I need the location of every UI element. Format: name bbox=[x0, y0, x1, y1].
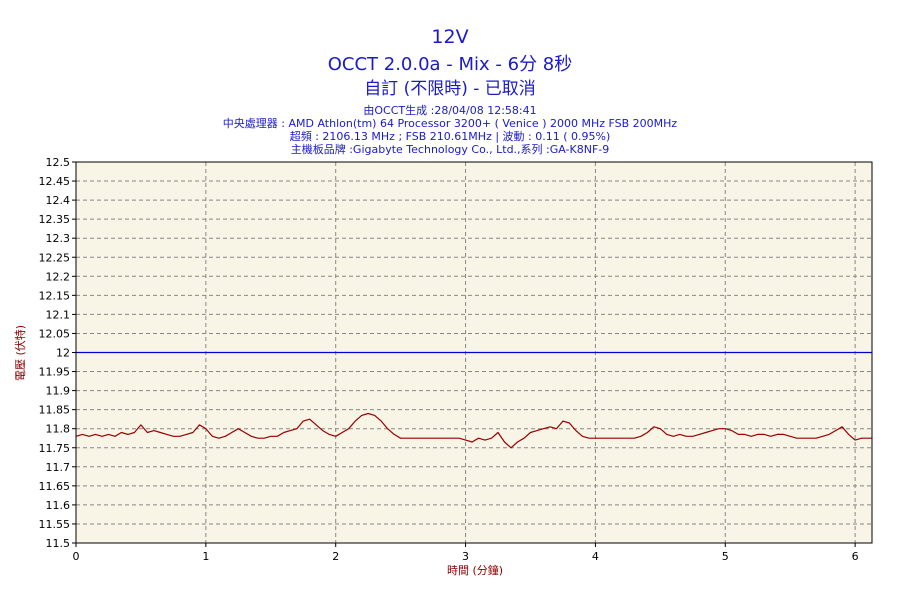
x-tick-label: 2 bbox=[332, 550, 339, 563]
x-tick-label: 1 bbox=[202, 550, 209, 563]
y-tick-label: 12.1 bbox=[46, 308, 71, 321]
y-tick-label: 12.15 bbox=[39, 289, 71, 302]
y-tick-label: 12.05 bbox=[39, 327, 71, 340]
plot-frame bbox=[75, 161, 873, 544]
y-tick-label: 12.4 bbox=[46, 194, 71, 207]
x-tick-label: 6 bbox=[852, 550, 859, 563]
x-tick-label: 4 bbox=[592, 550, 599, 563]
y-axis-ticks: 11.5 11.55 11.6 11.65 11.7 11.75 11.8 11.85 11.9… bbox=[39, 156, 76, 550]
series-line-12v bbox=[75, 412, 872, 449]
y-tick-label: 12.35 bbox=[39, 213, 71, 226]
y-tick-label: 11.85 bbox=[39, 404, 71, 417]
y-tick-label: 11.95 bbox=[39, 366, 71, 379]
y-tick-label: 12 bbox=[56, 347, 70, 360]
y-tick-label: 11.7 bbox=[46, 461, 71, 474]
y-tick-label: 11.8 bbox=[46, 423, 71, 436]
y-tick-label: 11.6 bbox=[46, 499, 71, 512]
y-tick-label: 11.55 bbox=[39, 518, 71, 531]
y-tick-label: 11.9 bbox=[46, 385, 71, 398]
info-line-cpu: 中央處理器 : AMD Athlon(tm) 64 Processor 3200… bbox=[222, 117, 678, 130]
y-axis-label: 電壓 (伏特) bbox=[14, 324, 27, 382]
y-tick-label: 12.3 bbox=[46, 232, 71, 245]
info-line-generated: 由OCCT生成 :28/04/08 12:58:41 bbox=[363, 104, 537, 117]
y-tick-label: 11.65 bbox=[39, 480, 71, 493]
y-tick-label: 12.45 bbox=[39, 175, 71, 188]
chart-title: 12V bbox=[431, 26, 469, 48]
x-tick-label: 3 bbox=[462, 550, 469, 563]
chart-subtitle: OCCT 2.0.0a - Mix - 6分 8秒 bbox=[327, 54, 573, 75]
x-tick-label: 5 bbox=[722, 550, 729, 563]
info-line-motherboard: 主機板品牌 :Gigabyte Technology Co., Ltd.,系列 … bbox=[290, 143, 610, 156]
test-status: 自訂 (不限時) - 已取消 bbox=[364, 79, 536, 99]
y-tick-label: 12.5 bbox=[46, 156, 71, 169]
y-tick-label: 11.75 bbox=[39, 442, 71, 455]
info-line-overclock: 超頻 : 2106.13 MHz ; FSB 210.61MHz | 波動 : … bbox=[289, 130, 611, 143]
x-axis-ticks: 0 1 2 3 4 5 6 bbox=[73, 543, 859, 563]
y-tick-label: 11.5 bbox=[46, 537, 71, 550]
x-tick-label: 0 bbox=[73, 550, 80, 563]
y-tick-label: 12.25 bbox=[39, 251, 71, 264]
y-tick-label: 12.2 bbox=[46, 270, 71, 283]
x-axis-label: 時間 (分鐘) bbox=[446, 564, 504, 577]
